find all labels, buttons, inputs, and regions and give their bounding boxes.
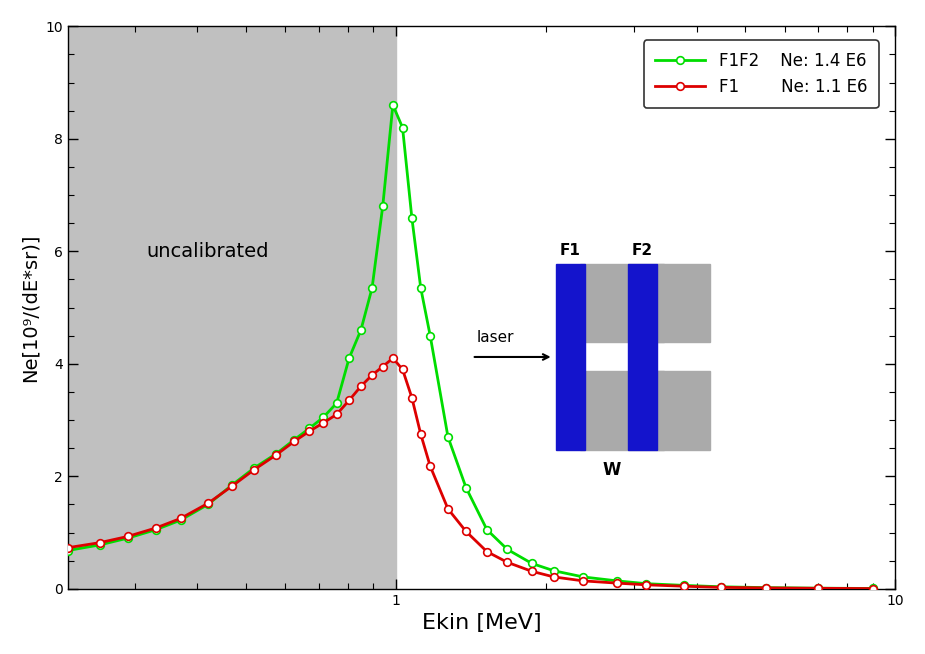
F1F2    Ne: 1.4 E6: (0.52, 2.15): 1.4 E6: (0.52, 2.15)	[249, 464, 260, 472]
Bar	[628, 371, 664, 450]
F1        Ne: 1.1 E6: (0.47, 1.83): 1.1 E6: (0.47, 1.83)	[227, 482, 238, 490]
F1        Ne: 1.1 E6: (1.12, 2.75): 1.1 E6: (1.12, 2.75)	[415, 430, 426, 438]
F1        Ne: 1.1 E6: (0.85, 3.6): 1.1 E6: (0.85, 3.6)	[355, 383, 366, 390]
Bar	[580, 371, 628, 450]
F1        Ne: 1.1 E6: (1.38, 1.02): 1.1 E6: (1.38, 1.02)	[461, 528, 472, 536]
F1F2    Ne: 1.4 E6: (1.17, 4.5): 1.4 E6: (1.17, 4.5)	[425, 332, 436, 339]
F1F2    Ne: 1.4 E6: (0.42, 1.5): 1.4 E6: (0.42, 1.5)	[203, 500, 214, 508]
F1        Ne: 1.1 E6: (0.52, 2.12): 1.1 E6: (0.52, 2.12)	[249, 466, 260, 473]
F1F2    Ne: 1.4 E6: (1.87, 0.45): 1.4 E6: (1.87, 0.45)	[526, 560, 537, 568]
Line: F1F2    Ne: 1.4 E6: F1F2 Ne: 1.4 E6	[64, 101, 876, 593]
F1F2    Ne: 1.4 E6: (0.895, 5.35): 1.4 E6: (0.895, 5.35)	[366, 284, 377, 292]
F1        Ne: 1.1 E6: (0.255, 0.82): 1.1 E6: (0.255, 0.82)	[94, 539, 105, 547]
F1        Ne: 1.1 E6: (1.52, 0.66): 1.1 E6: (1.52, 0.66)	[481, 547, 492, 555]
F1        Ne: 1.1 E6: (1.27, 1.42): 1.1 E6: (1.27, 1.42)	[442, 505, 453, 513]
Text: W: W	[602, 460, 621, 479]
F1F2    Ne: 1.4 E6: (0.37, 1.22): 1.4 E6: (0.37, 1.22)	[175, 516, 186, 524]
F1F2    Ne: 1.4 E6: (1.38, 1.8): 1.4 E6: (1.38, 1.8)	[461, 483, 472, 491]
F1F2    Ne: 1.4 E6: (2.07, 0.32): 1.4 E6: (2.07, 0.32)	[549, 567, 560, 575]
F1F2    Ne: 1.4 E6: (0.67, 2.85): 1.4 E6: (0.67, 2.85)	[303, 424, 315, 432]
Bar	[556, 264, 585, 450]
F1F2    Ne: 1.4 E6: (4.47, 0.035): 1.4 E6: (4.47, 0.035)	[715, 583, 726, 591]
F1        Ne: 1.1 E6: (7, 0.008): 1.1 E6: (7, 0.008)	[812, 585, 823, 593]
F1F2    Ne: 1.4 E6: (0.255, 0.78): 1.4 E6: (0.255, 0.78)	[94, 541, 105, 549]
F1        Ne: 1.1 E6: (1.67, 0.47): 1.1 E6: (1.67, 0.47)	[501, 559, 512, 566]
Bar	[68, 26, 396, 589]
F1        Ne: 1.1 E6: (0.985, 4.1): 1.1 E6: (0.985, 4.1)	[388, 354, 399, 362]
F1F2    Ne: 1.4 E6: (0.715, 3.05): 1.4 E6: (0.715, 3.05)	[318, 413, 329, 421]
F1        Ne: 1.1 E6: (0.715, 2.95): 1.1 E6: (0.715, 2.95)	[318, 419, 329, 427]
Bar	[628, 264, 657, 450]
F1        Ne: 1.1 E6: (1.07, 3.4): 1.1 E6: (1.07, 3.4)	[406, 394, 417, 402]
Text: F2: F2	[632, 243, 653, 258]
F1F2    Ne: 1.4 E6: (0.22, 0.68): 1.4 E6: (0.22, 0.68)	[62, 547, 73, 555]
F1        Ne: 1.1 E6: (1.17, 2.18): 1.1 E6: (1.17, 2.18)	[425, 462, 436, 470]
F1        Ne: 1.1 E6: (0.67, 2.8): 1.1 E6: (0.67, 2.8)	[303, 427, 315, 435]
F1F2    Ne: 1.4 E6: (0.805, 4.1): 1.4 E6: (0.805, 4.1)	[343, 354, 354, 362]
F1F2    Ne: 1.4 E6: (1.27, 2.7): 1.4 E6: (1.27, 2.7)	[442, 433, 453, 441]
F1F2    Ne: 1.4 E6: (0.625, 2.65): 1.4 E6: (0.625, 2.65)	[289, 436, 300, 443]
F1F2    Ne: 1.4 E6: (9, 0.005): 1.4 E6: (9, 0.005)	[867, 585, 878, 593]
F1        Ne: 1.1 E6: (0.33, 1.08): 1.1 E6: (0.33, 1.08)	[150, 524, 161, 532]
F1        Ne: 1.1 E6: (0.29, 0.93): 1.1 E6: (0.29, 0.93)	[122, 532, 133, 540]
F1F2    Ne: 1.4 E6: (1.52, 1.05): 1.4 E6: (1.52, 1.05)	[481, 526, 492, 534]
F1F2    Ne: 1.4 E6: (3.17, 0.09): 1.4 E6: (3.17, 0.09)	[641, 579, 652, 587]
F1        Ne: 1.1 E6: (0.625, 2.62): 1.1 E6: (0.625, 2.62)	[289, 438, 300, 445]
F1F2    Ne: 1.4 E6: (1.07, 6.6): 1.4 E6: (1.07, 6.6)	[406, 214, 417, 222]
X-axis label: Ekin [MeV]: Ekin [MeV]	[422, 613, 541, 633]
Legend: F1F2    Ne: 1.4 E6, F1        Ne: 1.1 E6: F1F2 Ne: 1.4 E6, F1 Ne: 1.1 E6	[644, 41, 879, 108]
Bar	[657, 264, 709, 343]
F1F2    Ne: 1.4 E6: (5.5, 0.02): 1.4 E6: (5.5, 0.02)	[760, 584, 771, 592]
F1        Ne: 1.1 E6: (0.94, 3.95): 1.1 E6: (0.94, 3.95)	[377, 363, 388, 371]
F1        Ne: 1.1 E6: (2.77, 0.1): 1.1 E6: (2.77, 0.1)	[611, 579, 623, 587]
F1F2    Ne: 1.4 E6: (3.77, 0.06): 1.4 E6: (3.77, 0.06)	[678, 581, 689, 589]
F1F2    Ne: 1.4 E6: (1.67, 0.7): 1.4 E6: (1.67, 0.7)	[501, 545, 512, 553]
F1F2    Ne: 1.4 E6: (0.47, 1.85): 1.4 E6: (0.47, 1.85)	[227, 481, 238, 489]
F1F2    Ne: 1.4 E6: (7, 0.01): 1.4 E6: (7, 0.01)	[812, 584, 823, 592]
F1F2    Ne: 1.4 E6: (0.575, 2.4): 1.4 E6: (0.575, 2.4)	[271, 450, 282, 458]
Text: laser: laser	[476, 330, 514, 345]
F1F2    Ne: 1.4 E6: (0.76, 3.3): 1.4 E6: (0.76, 3.3)	[331, 399, 342, 407]
F1        Ne: 1.1 E6: (5.5, 0.015): 1.1 E6: (5.5, 0.015)	[760, 584, 771, 592]
F1        Ne: 1.1 E6: (0.37, 1.25): 1.1 E6: (0.37, 1.25)	[175, 515, 186, 523]
F1        Ne: 1.1 E6: (0.22, 0.73): 1.1 E6: (0.22, 0.73)	[62, 543, 73, 551]
F1F2    Ne: 1.4 E6: (0.85, 4.6): 1.4 E6: (0.85, 4.6)	[355, 326, 366, 334]
F1        Ne: 1.1 E6: (4.47, 0.025): 1.1 E6: (4.47, 0.025)	[715, 583, 726, 591]
F1F2    Ne: 1.4 E6: (0.94, 6.8): 1.4 E6: (0.94, 6.8)	[377, 202, 388, 210]
F1        Ne: 1.1 E6: (0.895, 3.8): 1.1 E6: (0.895, 3.8)	[366, 371, 377, 379]
F1F2    Ne: 1.4 E6: (0.985, 8.6): 1.4 E6: (0.985, 8.6)	[388, 101, 399, 109]
F1        Ne: 1.1 E6: (9, 0.003): 1.1 E6: (9, 0.003)	[867, 585, 878, 593]
F1F2    Ne: 1.4 E6: (0.33, 1.05): 1.4 E6: (0.33, 1.05)	[150, 526, 161, 534]
Bar	[657, 371, 709, 450]
F1        Ne: 1.1 E6: (2.07, 0.21): 1.1 E6: (2.07, 0.21)	[549, 573, 560, 581]
F1        Ne: 1.1 E6: (0.42, 1.52): 1.1 E6: (0.42, 1.52)	[203, 500, 214, 508]
Text: F1: F1	[560, 243, 581, 258]
F1        Ne: 1.1 E6: (3.77, 0.045): 1.1 E6: (3.77, 0.045)	[678, 582, 689, 590]
Bar	[580, 264, 628, 343]
F1        Ne: 1.1 E6: (0.805, 3.35): 1.1 E6: (0.805, 3.35)	[343, 396, 354, 404]
Y-axis label: Ne[10⁹/(dE*sr)]: Ne[10⁹/(dE*sr)]	[21, 233, 40, 382]
F1        Ne: 1.1 E6: (0.76, 3.1): 1.1 E6: (0.76, 3.1)	[331, 411, 342, 419]
F1F2    Ne: 1.4 E6: (1.12, 5.35): 1.4 E6: (1.12, 5.35)	[415, 284, 426, 292]
F1        Ne: 1.1 E6: (3.17, 0.07): 1.1 E6: (3.17, 0.07)	[641, 581, 652, 589]
F1        Ne: 1.1 E6: (1.03, 3.9): 1.1 E6: (1.03, 3.9)	[397, 366, 408, 373]
F1        Ne: 1.1 E6: (0.575, 2.38): 1.1 E6: (0.575, 2.38)	[271, 451, 282, 459]
Bar	[628, 264, 664, 343]
F1F2    Ne: 1.4 E6: (2.37, 0.21): 1.4 E6: (2.37, 0.21)	[578, 573, 589, 581]
F1        Ne: 1.1 E6: (2.37, 0.14): 1.1 E6: (2.37, 0.14)	[578, 577, 589, 585]
F1F2    Ne: 1.4 E6: (2.77, 0.14): 1.4 E6: (2.77, 0.14)	[611, 577, 623, 585]
F1F2    Ne: 1.4 E6: (1.03, 8.2): 1.4 E6: (1.03, 8.2)	[397, 124, 408, 131]
Text: uncalibrated: uncalibrated	[147, 242, 269, 261]
F1F2    Ne: 1.4 E6: (0.29, 0.9): 1.4 E6: (0.29, 0.9)	[122, 534, 133, 542]
Line: F1        Ne: 1.1 E6: F1 Ne: 1.1 E6	[64, 354, 876, 593]
F1        Ne: 1.1 E6: (1.87, 0.31): 1.1 E6: (1.87, 0.31)	[526, 568, 537, 576]
